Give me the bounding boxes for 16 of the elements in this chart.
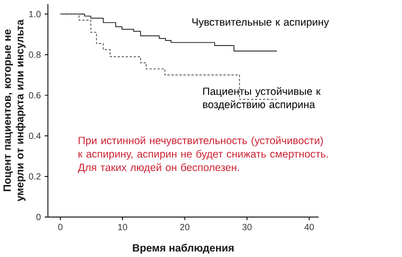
- y-tick-label: 0.2: [28, 173, 41, 180]
- x-tick-label: 30: [242, 224, 252, 230]
- y-tick-label: 0: [36, 214, 41, 220]
- x-tick-label: 0: [58, 224, 62, 230]
- y-tick-label: 0.4: [28, 132, 41, 139]
- x-axis-title: Время наблюдения: [132, 244, 234, 254]
- annotation: При истинной нечувствительность (устойчивости) к аспирину, аспирин не будет снижать смертность. Для таких людей он бесполезен.: [78, 136, 328, 174]
- y-axis-title: Поцент пациентов, которые не умерли от инфаркта или инсульта: [4, 19, 26, 202]
- series-label: Пациенты устойчивые к воздействию аспирина: [203, 87, 321, 110]
- x-tick-label: 10: [118, 224, 128, 230]
- y-tick-label: 0.6: [28, 92, 41, 98]
- series-label: Чувствительные к аспирину: [192, 18, 329, 28]
- y-tick-label: 1.0: [29, 10, 41, 18]
- x-tick-label: 20: [180, 224, 190, 230]
- y-tick-label: 0.8: [28, 51, 41, 58]
- x-tick-label: 40: [304, 224, 314, 230]
